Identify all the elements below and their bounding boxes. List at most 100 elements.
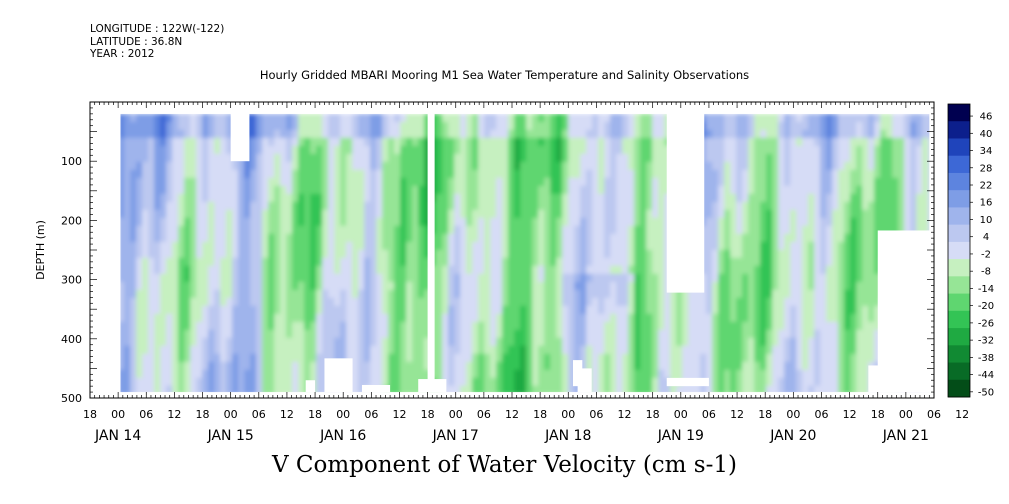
colorbar-swatch	[948, 345, 970, 363]
x-tick-label: 12	[618, 408, 632, 421]
colorbar-label: 22	[980, 181, 993, 192]
longitude-label: LONGITUDE : 122W(-122)	[90, 23, 225, 35]
missing-data-block	[118, 102, 935, 114]
colorbar-label: -38	[978, 353, 994, 364]
colorbar-label: -8	[981, 267, 991, 278]
x-tick-label: 00	[224, 408, 238, 421]
chart-title: Hourly Gridded MBARI Mooring M1 Sea Wate…	[259, 68, 750, 82]
x-tick-label: 12	[505, 408, 519, 421]
colorbar-swatch	[948, 276, 970, 294]
colorbar-label: 16	[980, 198, 993, 209]
colorbar-swatch	[948, 121, 970, 139]
x-day-label: JAN 16	[319, 428, 366, 444]
colorbar-swatch	[948, 138, 970, 157]
colorbar-swatch	[948, 362, 970, 381]
x-day-label: JAN 17	[432, 428, 479, 444]
missing-data-block	[929, 107, 934, 233]
x-tick-label: 06	[252, 408, 266, 421]
colorbar-label: -32	[978, 336, 994, 347]
x-tick-label: 06	[364, 408, 378, 421]
missing-data-block	[324, 358, 353, 393]
x-day-label: JAN 15	[207, 428, 254, 444]
colorbar-label: 46	[980, 112, 993, 123]
x-tick-label: 18	[83, 408, 97, 421]
colorbar-label: 28	[980, 163, 993, 174]
y-tick-label: 200	[61, 214, 82, 227]
x-axis-label: V Component of Water Velocity (cm s-1)	[272, 452, 737, 478]
y-axis-label: DEPTH (m)	[34, 220, 47, 280]
latitude-label: LATITUDE : 36.8N	[90, 35, 183, 48]
x-tick-label: 12	[730, 408, 744, 421]
colorbar-swatch	[948, 224, 970, 243]
colorbar-swatch	[948, 293, 970, 312]
x-tick-label: 18	[421, 408, 435, 421]
colorbar-label: 34	[980, 146, 993, 157]
y-tick-label: 500	[61, 392, 82, 405]
x-day-label: JAN 20	[769, 428, 816, 444]
colorbar-swatch	[948, 190, 970, 208]
x-tick-label: 18	[196, 408, 210, 421]
missing-data-block	[361, 384, 391, 393]
missing-data-block	[230, 107, 250, 162]
colorbar-label: -2	[981, 249, 991, 260]
x-tick-label: 06	[814, 408, 828, 421]
location-info: LONGITUDE : 122W(-122) LATITUDE : 36.8N …	[90, 23, 224, 61]
colorbar-label: 4	[983, 232, 989, 243]
colorbar-swatch	[948, 241, 970, 260]
colorbar-label: -26	[978, 318, 994, 329]
colorbar-swatch	[948, 155, 970, 174]
missing-data-block	[572, 360, 583, 387]
x-tick-label: 00	[899, 408, 913, 421]
x-tick-label: 00	[786, 408, 800, 421]
missing-data-block	[427, 107, 435, 381]
missing-data-block	[666, 107, 705, 293]
colorbar: 46 40 34 28 22 16 10 4 -2 -8 -14 -20 -26 -32 -38 -44 -50	[947, 103, 994, 398]
x-tick-label: 00	[449, 408, 463, 421]
x-tick-label: 12	[167, 408, 181, 421]
colorbar-label: -14	[978, 284, 994, 295]
colorbar-frame	[947, 103, 971, 398]
x-tick-label: 18	[871, 408, 885, 421]
x-day-label: JAN 21	[882, 428, 929, 444]
colorbar-swatch	[948, 379, 970, 398]
x-day-label: JAN 19	[657, 428, 704, 444]
colorbar-swatch	[948, 172, 970, 191]
x-tick-label: 18	[533, 408, 547, 421]
x-tick-label: 06	[589, 408, 603, 421]
x-tick-label: 12	[280, 408, 294, 421]
colorbar-label: -50	[978, 387, 994, 398]
colorbar-label: 10	[980, 215, 993, 226]
year-label: YEAR : 2012	[90, 48, 155, 60]
colorbar-label: 40	[980, 129, 993, 140]
colorbar-swatch	[948, 259, 970, 277]
x-tick-label: 06	[477, 408, 491, 421]
y-tick-label: 100	[61, 155, 82, 168]
missing-data-block	[877, 230, 934, 393]
x-tick-label: 18	[646, 408, 660, 421]
colorbar-swatch	[948, 310, 970, 329]
colorbar-swatch	[948, 328, 970, 346]
x-tick-label: 12	[843, 408, 857, 421]
missing-data-block	[418, 379, 447, 393]
missing-data-block	[868, 365, 883, 393]
x-tick-label: 06	[927, 408, 941, 421]
x-tick-label: 00	[336, 408, 350, 421]
x-tick-label: 12	[955, 408, 969, 421]
x-tick-label: 06	[139, 408, 153, 421]
x-tick-label: 18	[758, 408, 772, 421]
missing-data-block	[666, 377, 709, 387]
y-tick-label: 300	[61, 274, 82, 287]
x-tick-label: 00	[561, 408, 575, 421]
missing-data-block	[305, 380, 316, 393]
colorbar-label: -20	[978, 301, 994, 312]
colorbar-swatch	[948, 104, 970, 122]
x-day-label: JAN 14	[94, 428, 141, 444]
x-tick-label: 18	[308, 408, 322, 421]
y-tick-label: 400	[61, 333, 82, 346]
x-tick-label: 00	[111, 408, 125, 421]
x-day-label: JAN 18	[544, 428, 591, 444]
colorbar-label: -44	[978, 370, 994, 381]
x-tick-label: 12	[392, 408, 406, 421]
velocity-chart: 18 00 06 12 18 00 06 12 18 00 06 12 18 00 06 12 18 00 06 12…	[34, 101, 994, 444]
x-tick-label: 06	[702, 408, 716, 421]
